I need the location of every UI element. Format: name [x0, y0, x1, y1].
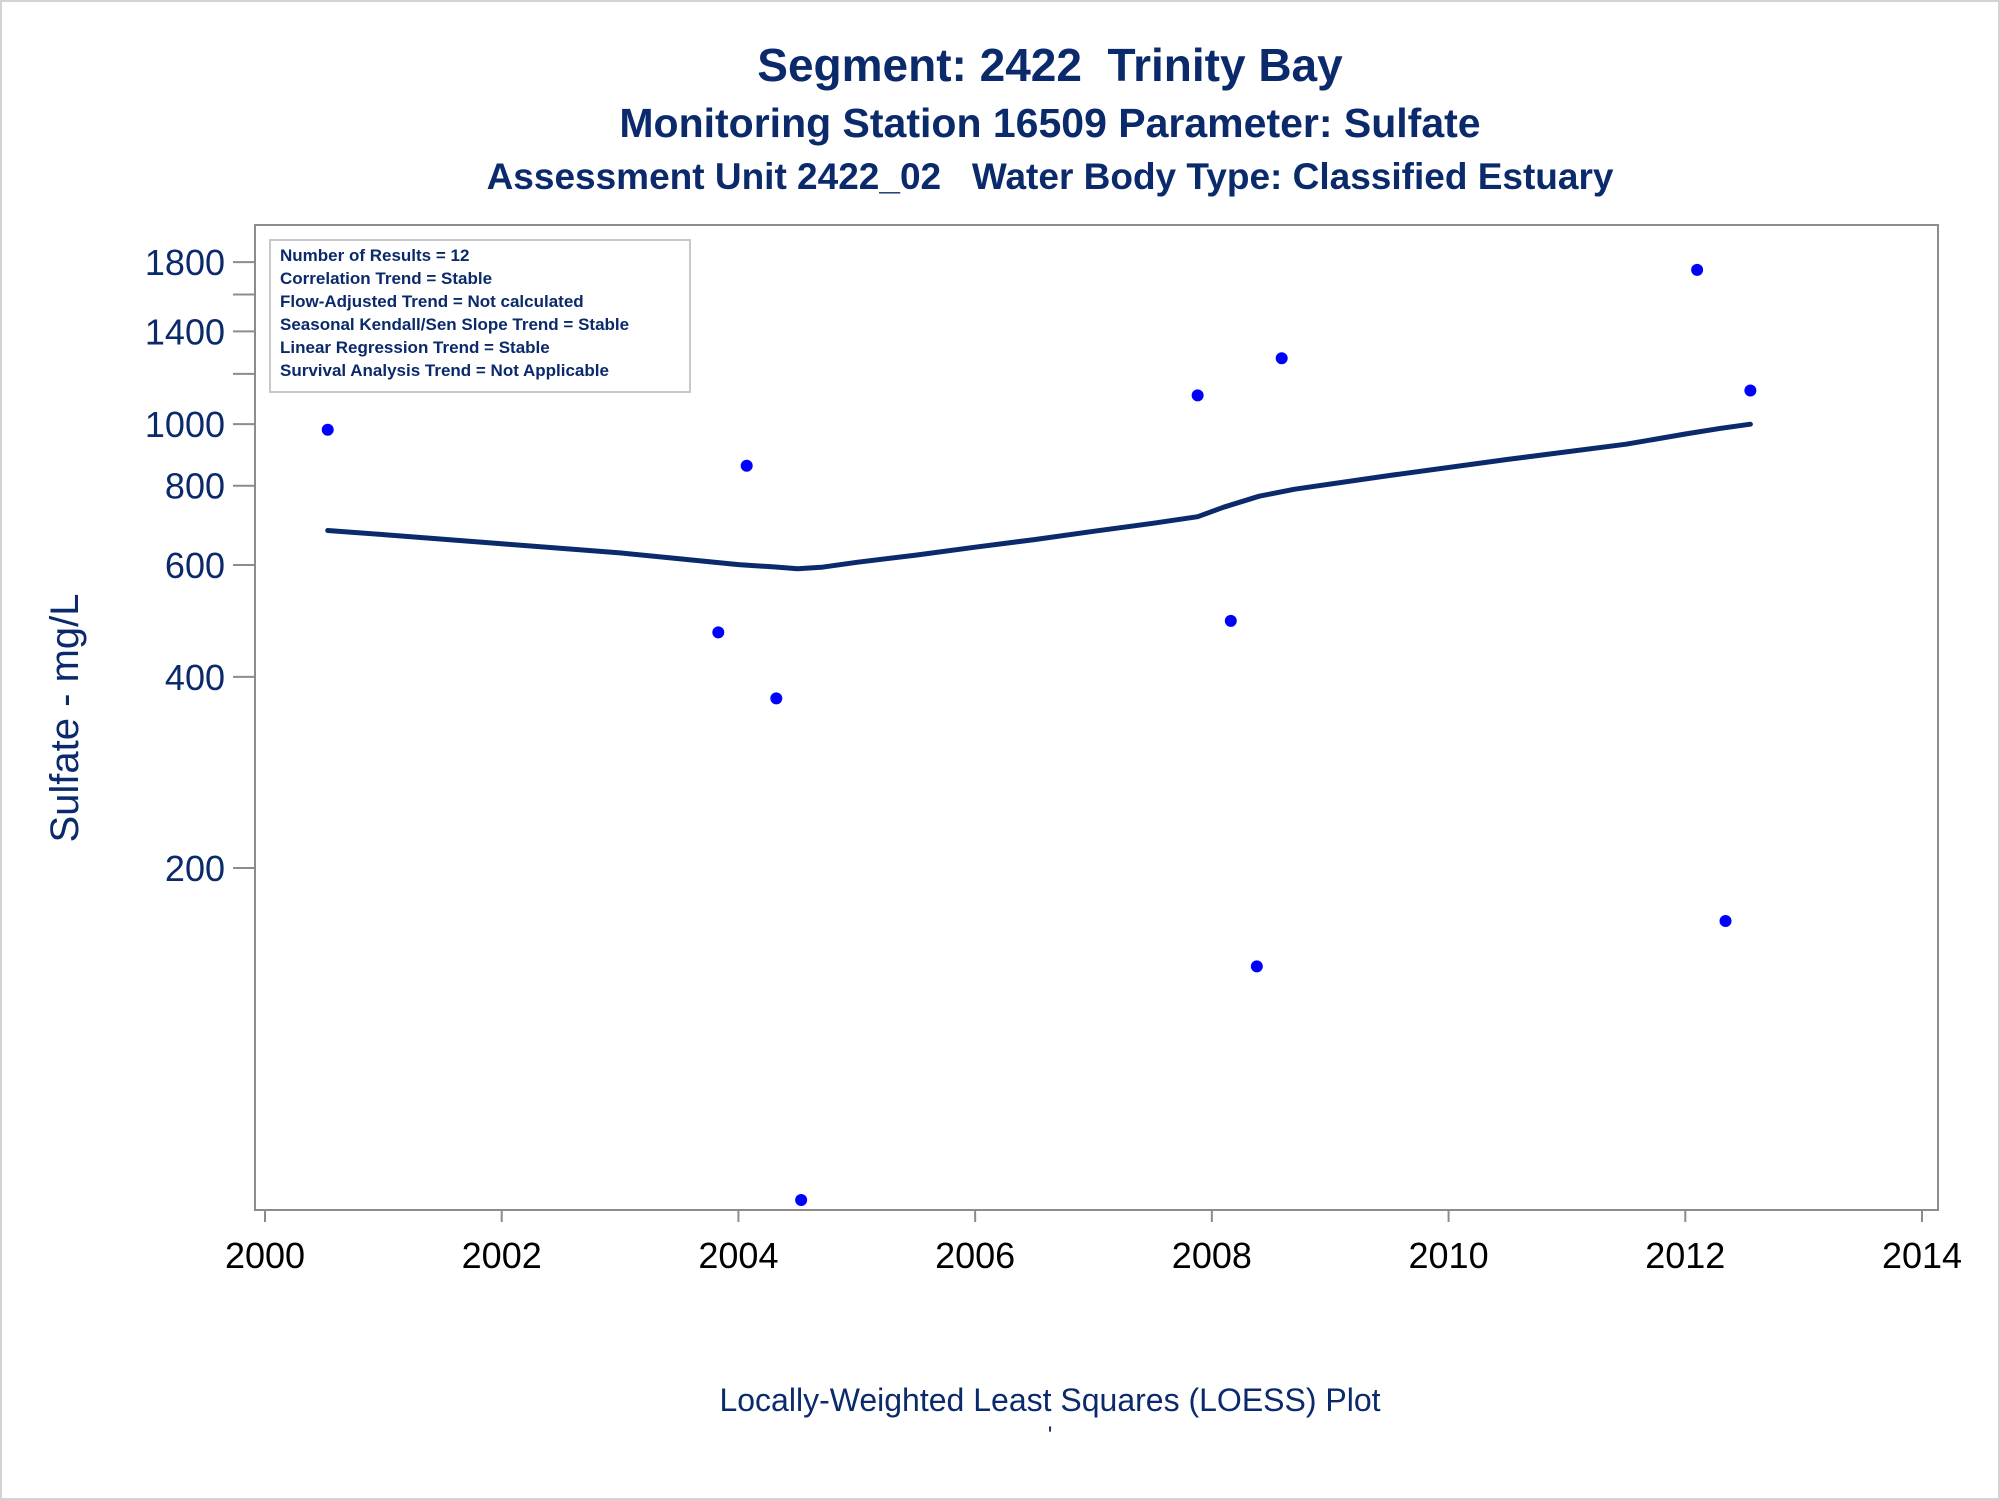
data-point	[1224, 614, 1237, 627]
footnote-mark: '	[1047, 1422, 1053, 1449]
legend-entry: Linear Regression Trend = Stable	[280, 338, 550, 357]
y-tick-label: 600	[165, 545, 225, 586]
chart-title: Segment: 2422 Trinity Bay	[757, 39, 1343, 91]
y-axis-label: Sulfate - mg/L	[43, 593, 87, 842]
data-point	[1250, 960, 1263, 973]
chart-subtitle: Monitoring Station 16509 Parameter: Sulf…	[619, 100, 1481, 146]
data-point	[1191, 389, 1204, 402]
x-tick-label: 2002	[462, 1235, 542, 1276]
data-point	[740, 459, 753, 472]
x-tick-label: 2006	[935, 1235, 1015, 1276]
legend-entry: Flow-Adjusted Trend = Not calculated	[280, 292, 584, 311]
data-point	[712, 626, 725, 639]
data-point	[1691, 263, 1704, 276]
data-point	[1275, 352, 1288, 365]
y-tick-label: 800	[165, 466, 225, 507]
legend-entry: Survival Analysis Trend = Not Applicable	[280, 361, 609, 380]
data-point	[770, 692, 783, 705]
x-tick-label: 2004	[698, 1235, 778, 1276]
data-point	[1744, 384, 1757, 397]
legend-frame	[269, 239, 691, 393]
data-point	[1719, 915, 1732, 928]
y-tick-label: 400	[165, 657, 225, 698]
y-tick-label: 200	[165, 848, 225, 889]
data-series	[321, 263, 1757, 1206]
stats-legend: Number of Results = 12 Correlation Trend …	[269, 239, 691, 393]
x-axis: 2000 2002 2004 2006 2008 2010 2012 2014	[225, 1210, 1962, 1276]
y-tick-label: 1400	[145, 311, 225, 352]
loess-line	[325, 421, 1753, 572]
y-tick-label: 1000	[145, 404, 225, 445]
y-axis: 200 400 600 800 1000 1400 1800	[145, 242, 255, 889]
x-tick-label: 2012	[1645, 1235, 1725, 1276]
x-tick-label: 2014	[1882, 1235, 1962, 1276]
x-tick-label: 2010	[1409, 1235, 1489, 1276]
plot-area	[254, 224, 1939, 1211]
legend-entry: Correlation Trend = Stable	[280, 269, 492, 288]
legend-entry: Number of Results = 12	[280, 246, 469, 265]
x-tick-label: 2008	[1172, 1235, 1252, 1276]
x-tick-label: 2000	[225, 1235, 305, 1276]
data-point	[795, 1194, 808, 1206]
legend-entry: Seasonal Kendall/Sen Slope Trend = Stabl…	[280, 315, 629, 334]
data-point	[321, 423, 334, 436]
chart-subtitle-2: Assessment Unit 2422_02 Water Body Type:…	[486, 156, 1614, 197]
chart-footnote: Locally-Weighted Least Squares (LOESS) P…	[719, 1382, 1381, 1418]
y-tick-label: 1800	[145, 242, 225, 283]
